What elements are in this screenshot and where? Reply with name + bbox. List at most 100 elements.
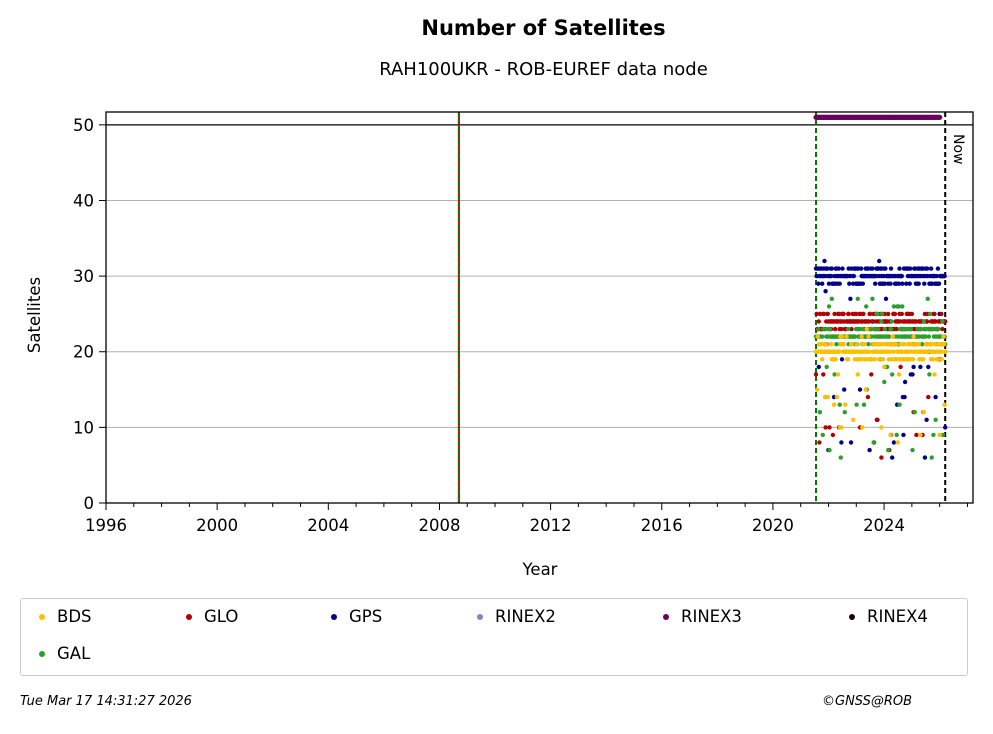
data-point-gps <box>891 440 897 445</box>
data-point-glo <box>827 425 832 430</box>
data-point-gps <box>823 289 828 294</box>
legend-label-rinex2: RINEX2 <box>495 607 556 626</box>
data-point-bds <box>831 402 837 407</box>
data-point-gps <box>902 394 907 400</box>
data-point-bds <box>901 342 907 347</box>
legend-item-glo: GLO <box>186 607 238 626</box>
data-point-glo <box>879 455 884 460</box>
data-point-bds <box>918 432 923 438</box>
data-point-glo <box>813 372 819 377</box>
data-point-gal <box>900 304 905 309</box>
data-point-glo <box>894 326 899 332</box>
credit: ©GNSS@ROB <box>822 694 913 709</box>
legend-label-gal: GAL <box>57 644 91 663</box>
data-point-gps <box>896 281 902 286</box>
x-tick-label: 2024 <box>863 516 905 535</box>
data-point-bds <box>890 334 895 339</box>
data-point-gps <box>839 440 844 445</box>
data-point-gal <box>940 432 946 438</box>
data-point-gal <box>875 311 880 317</box>
data-point-glo <box>823 425 828 430</box>
legend-label-rinex3: RINEX3 <box>681 607 742 626</box>
y-tick-label: 40 <box>73 191 94 210</box>
data-point-gal <box>879 319 884 324</box>
legend-item-gal: GAL <box>39 644 90 663</box>
data-point-bds <box>888 432 893 438</box>
data-point-gal <box>933 417 938 422</box>
data-point-gal <box>866 342 871 347</box>
data-point-gal <box>921 319 926 324</box>
data-point-glo <box>853 311 859 317</box>
data-point-glo <box>892 311 898 317</box>
data-point-gal <box>896 304 902 309</box>
data-point-gps <box>899 273 904 279</box>
data-point-gps <box>839 357 845 362</box>
y-tick-label: 20 <box>73 343 94 362</box>
data-point-gal <box>918 326 924 332</box>
data-point-gal <box>912 410 917 415</box>
data-point-gps <box>907 281 912 286</box>
data-point-glo <box>925 319 930 324</box>
data-point-gps <box>897 266 902 271</box>
data-point-bds <box>862 342 867 347</box>
data-point-gps <box>836 266 841 271</box>
data-point-gps <box>935 266 941 271</box>
data-point-gal <box>927 311 933 317</box>
data-point-bds <box>839 425 844 430</box>
now-label: Now <box>950 134 966 165</box>
plot-frame <box>105 111 974 504</box>
data-point-bds <box>932 342 938 347</box>
data-point-bds <box>894 357 899 362</box>
legend-item-rinex3: RINEX3 <box>663 607 742 626</box>
data-point-bds <box>864 357 869 362</box>
data-point-gal <box>936 326 941 332</box>
gal-marker-icon <box>39 650 45 657</box>
data-point-gps <box>851 273 856 279</box>
data-point-gal <box>832 372 837 377</box>
data-point-gal <box>846 326 851 332</box>
data-point-bds <box>815 334 820 339</box>
data-point-bds <box>916 342 921 347</box>
data-point-gps <box>847 281 852 286</box>
data-point-bds <box>843 402 848 407</box>
x-tick-label: 2020 <box>752 516 794 535</box>
data-point-gps <box>904 281 909 286</box>
data-point-bds <box>943 349 948 354</box>
data-point-glo <box>932 311 937 317</box>
data-point-glo <box>914 432 919 438</box>
data-point-gps <box>925 266 930 271</box>
data-point-glo <box>868 311 873 317</box>
data-point-glo <box>830 432 836 438</box>
data-point-bds <box>864 326 869 332</box>
data-point-gps <box>870 266 875 271</box>
data-point-gal <box>869 334 875 339</box>
data-point-gps <box>848 296 853 301</box>
data-point-bds <box>854 342 859 347</box>
data-point-bds <box>846 357 851 362</box>
data-point-bds <box>921 410 926 415</box>
data-point-gal <box>925 296 930 301</box>
data-point-glo <box>886 311 891 317</box>
data-point-gal <box>882 379 887 385</box>
x-axis-label: Year <box>522 560 558 579</box>
data-point-bds <box>851 417 856 422</box>
data-point-bds <box>911 334 916 339</box>
data-point-gps <box>883 296 889 301</box>
legend-label-gps: GPS <box>349 607 383 626</box>
legend-label-glo: GLO <box>204 607 239 626</box>
data-point-gal <box>861 402 867 407</box>
data-point-gal <box>834 342 839 347</box>
data-point-bds <box>937 432 942 438</box>
data-point-bds <box>814 387 820 392</box>
data-point-bds <box>887 349 893 354</box>
data-point-glo <box>926 394 931 400</box>
data-point-gal <box>852 334 858 339</box>
data-point-bds <box>877 357 882 362</box>
legend-item-bds: BDS <box>39 607 92 626</box>
data-point-gal <box>931 432 936 438</box>
data-point-gps <box>873 281 878 286</box>
legend-label-bds: BDS <box>57 607 92 626</box>
data-point-bds <box>879 425 884 430</box>
data-point-gal <box>870 296 875 301</box>
x-tick-label: 2012 <box>530 516 572 535</box>
